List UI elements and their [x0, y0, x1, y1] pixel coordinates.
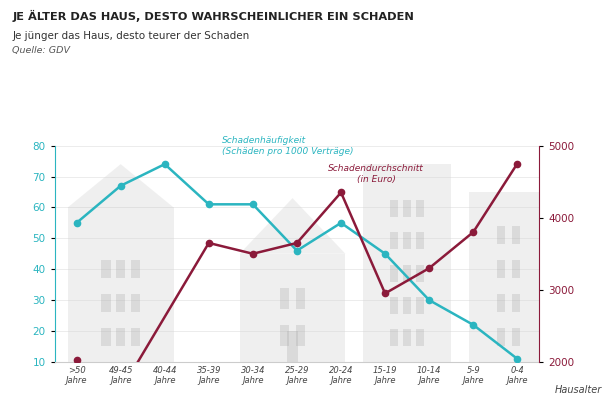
Bar	[511, 294, 521, 312]
Bar	[496, 226, 505, 245]
Text: Schadendurchschnitt
(in Euro): Schadendurchschnitt (in Euro)	[328, 164, 424, 184]
Bar	[403, 329, 411, 347]
Bar	[116, 294, 125, 312]
Bar	[416, 297, 424, 314]
Text: JE ÄLTER DAS HAUS, DESTO WAHRSCHEINLICHER EIN SCHADEN: JE ÄLTER DAS HAUS, DESTO WAHRSCHEINLICHE…	[12, 10, 414, 22]
Bar	[403, 200, 411, 217]
Bar	[511, 328, 521, 347]
Bar	[68, 208, 173, 362]
Bar	[416, 200, 424, 217]
Bar	[131, 328, 141, 347]
Bar	[403, 297, 411, 314]
Bar	[131, 294, 141, 312]
Bar	[416, 329, 424, 347]
Bar	[511, 226, 521, 245]
Polygon shape	[239, 198, 345, 254]
Bar	[116, 260, 125, 278]
Bar	[496, 294, 505, 312]
Text: Hausalter: Hausalter	[554, 385, 602, 395]
Bar	[390, 265, 398, 282]
Bar	[363, 164, 451, 362]
Polygon shape	[68, 164, 173, 208]
Bar	[511, 260, 521, 278]
Text: Je jünger das Haus, desto teurer der Schaden: Je jünger das Haus, desto teurer der Sch…	[12, 31, 250, 41]
Bar	[390, 200, 398, 217]
Bar	[403, 265, 411, 282]
Bar	[390, 297, 398, 314]
Bar	[287, 331, 298, 362]
Bar	[280, 288, 290, 310]
Bar	[280, 325, 290, 347]
Bar	[239, 254, 345, 362]
Bar	[131, 260, 141, 278]
Text: Schadenhäufigkeit
(Schäden pro 1000 Verträge): Schadenhäufigkeit (Schäden pro 1000 Vert…	[222, 136, 353, 156]
Bar	[296, 325, 305, 347]
Bar	[101, 294, 110, 312]
Bar	[469, 192, 548, 362]
Bar	[390, 232, 398, 249]
Text: Quelle: GDV: Quelle: GDV	[12, 46, 70, 55]
Bar	[416, 232, 424, 249]
Bar	[416, 265, 424, 282]
Bar	[403, 232, 411, 249]
Bar	[101, 328, 110, 347]
Bar	[296, 288, 305, 310]
Bar	[101, 260, 110, 278]
Bar	[116, 328, 125, 347]
Bar	[496, 260, 505, 278]
Bar	[390, 329, 398, 347]
Bar	[496, 328, 505, 347]
